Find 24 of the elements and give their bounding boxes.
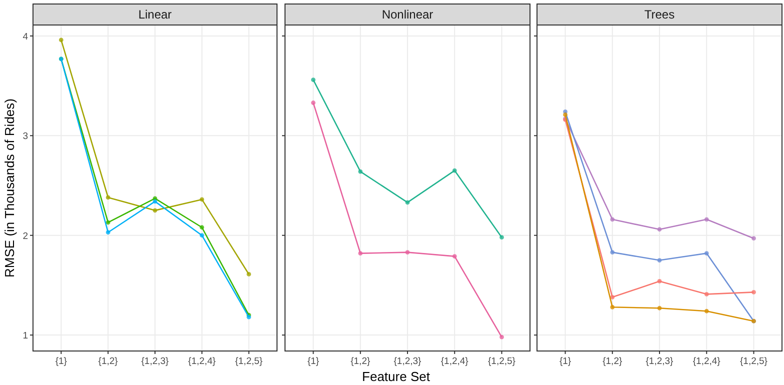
x-tick-label: {1,2,3} <box>394 356 422 367</box>
x-tick-label: {1,2,5} <box>488 356 516 367</box>
x-tick-label: {1} <box>55 356 67 367</box>
x-tick-label: {1} <box>307 356 320 367</box>
x-tick-label: {1,2} <box>350 356 370 367</box>
x-axis-title: Feature Set <box>362 369 430 384</box>
x-tick-label: {1,2,4} <box>692 356 720 367</box>
x-tick-label: {1,2,4} <box>188 356 216 367</box>
y-tick-label: 2 <box>22 230 28 242</box>
y-tick-label: 1 <box>22 330 28 342</box>
y-tick-label: 3 <box>22 131 28 142</box>
x-tick-label: {1} <box>559 356 572 367</box>
x-tick-label: {1,2} <box>602 356 622 367</box>
x-tick-label: {1,2,3} <box>646 356 674 367</box>
chart-title: Nonlinear <box>382 8 434 22</box>
chart-title: Linear <box>138 8 172 22</box>
x-tick-label: {1,2,5} <box>740 356 768 367</box>
x-tick-label: {1,2} <box>98 356 118 367</box>
y-tick-label: 4 <box>22 31 28 42</box>
x-tick-label: {1,2,4} <box>440 356 468 367</box>
chart-title: Trees <box>644 8 675 22</box>
y-axis-title: RMSE (in Thousands of Rides) <box>2 98 17 278</box>
x-tick-label: {1,2,3} <box>141 356 169 367</box>
x-tick-label: {1,2,5} <box>235 356 263 367</box>
